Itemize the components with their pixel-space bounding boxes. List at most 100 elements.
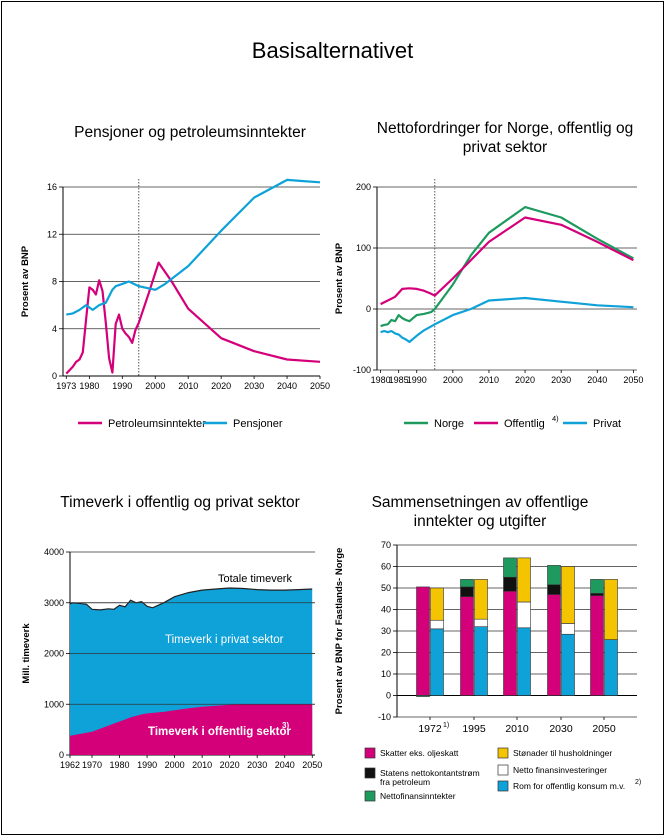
netto-series-line: [380, 206, 634, 328]
sammensetning-expenditure-bar: [430, 587, 444, 621]
sammensetning-ylabel: Prosent av BNP for Fastlands- Norge: [334, 548, 345, 715]
netto-ytick-label: 200: [356, 182, 371, 192]
sammensetning-category-label: 1995: [462, 723, 486, 735]
sammensetning-chart-title: Sammensetningen av offentlige inntekter …: [371, 494, 589, 530]
pensions-xtick-label: 1973: [56, 381, 76, 391]
timeverk-xtick-label: 1990: [137, 760, 157, 770]
sammensetning-income-bar: [460, 596, 474, 696]
timeverk-annotation-private: Timeverk i privat sektor: [165, 634, 284, 646]
sammensetning-expenditure-bar: [474, 618, 488, 627]
sammensetning-category-label: 2030: [549, 723, 573, 735]
sammensetning-expenditure-bar: [474, 579, 488, 620]
netto-xtick-label: 2020: [515, 375, 535, 385]
sammensetning-category-superscript: 1): [443, 722, 449, 729]
sammensetning-income-bar: [503, 557, 517, 578]
pensions-xtick-label: 2010: [178, 381, 198, 391]
pensions-ytick-label: 8: [52, 277, 57, 287]
netto-xtick-label: 2000: [443, 375, 463, 385]
sammensetning-legend-swatch: [497, 747, 509, 759]
sammensetning-income-bar: [416, 586, 430, 696]
page-title: Basisalternativet: [251, 38, 414, 63]
sammensetning-income-bar: [547, 594, 561, 696]
pensions-ytick-label: 16: [47, 182, 57, 192]
pensions-ytick-label: 0: [52, 371, 57, 381]
sammensetning-income-bar: [503, 590, 517, 696]
timeverk-xtick-label: 2010: [192, 760, 212, 770]
netto-legend-label: Privat: [593, 418, 621, 430]
sammensetning-legend-label: Skatter eks. oljeskatt: [380, 748, 459, 758]
timeverk-xtick-label: 2050: [302, 760, 322, 770]
pensions-xtick-label: 2050: [310, 381, 330, 391]
timeverk-xtick-label: 2000: [165, 760, 185, 770]
timeverk-annotation-total: Totale timeverk: [218, 573, 292, 585]
sammensetning-legend-label: Netto finansinvesteringer: [513, 765, 607, 775]
sammensetning-ytick-label: 10: [381, 669, 391, 679]
pensions-legend-label: Pensjoner: [233, 418, 283, 430]
pensions-xtick-label: 2020: [211, 381, 231, 391]
timeverk-xtick-label: 1962: [60, 760, 80, 770]
pensions-series-line: [66, 178, 321, 316]
sammensetning-income-bar: [590, 593, 604, 596]
timeverk-xtick-label: 1970: [82, 760, 102, 770]
netto-ytick-label: 0: [366, 304, 371, 314]
netto-legend-superscript: 4): [552, 414, 559, 423]
pensions-xtick-label: 2040: [277, 381, 297, 391]
timeverk-xtick-label: 2030: [247, 760, 267, 770]
sammensetning-ytick-label: 20: [381, 648, 391, 658]
timeverk-ytick-label: 2000: [44, 649, 64, 659]
sammensetning-legend-swatch: [364, 790, 376, 802]
sammensetning-income-bar: [547, 565, 561, 586]
sammensetning-ytick-label: 70: [381, 540, 391, 550]
sammensetning-ytick-label: 40: [381, 605, 391, 615]
sammensetning-ytick-label: 60: [381, 562, 391, 572]
netto-ytick-label: 100: [356, 243, 371, 253]
timeverk-xtick-label: 1980: [110, 760, 130, 770]
sammensetning-income-bar: [547, 584, 561, 595]
pensions-chart-title: Pensjoner og petroleumsinntekter: [74, 124, 306, 141]
timeverk-xtick-label: 2020: [220, 760, 240, 770]
netto-xtick-label: 2030: [551, 375, 571, 385]
sammensetning-legend-swatch: [364, 747, 376, 759]
sammensetning-legend-label: Nettofinansinntekter: [380, 791, 456, 801]
timeverk-ytick-label: 3000: [44, 598, 64, 608]
sammensetning-legend-superscript: 2): [635, 779, 641, 786]
sammensetning-legend-swatch: [364, 767, 376, 779]
sammensetning-expenditure-bar: [474, 626, 488, 696]
timeverk-total-line: [69, 587, 313, 611]
sammensetning-legend-swatch: [497, 780, 509, 792]
pensions-series-line: [65, 261, 321, 375]
sammensetning-legend-label: fra petroleum: [380, 777, 430, 787]
netto-xtick-label: 2050: [623, 375, 643, 385]
sammensetning-income-bar: [590, 595, 604, 696]
netto-xtick-label: 1985: [389, 375, 409, 385]
netto-xtick-label: 2010: [479, 375, 499, 385]
sammensetning-expenditure-bar: [517, 627, 531, 696]
sammensetning-expenditure-bar: [430, 619, 444, 630]
sammensetning-income-bar: [416, 695, 430, 697]
sammensetning-legend-label: Statens nettokontantstrøm: [380, 768, 480, 778]
sammensetning-legend-label: Rom for offentlig konsum m.v.: [513, 781, 625, 791]
timeverk-chart-title: Timeverk i offentlig og privat sektor: [60, 494, 300, 511]
sammensetning-income-bar: [590, 579, 604, 594]
sammensetning-expenditure-bar: [561, 633, 575, 696]
netto-ylabel: Prosent av BNP: [334, 242, 345, 314]
sammensetning-expenditure-bar: [604, 579, 618, 640]
sammensetning-ytick-label: 0: [386, 691, 391, 701]
netto-series-line: [380, 296, 634, 343]
netto-xtick-label: 1980: [371, 375, 391, 385]
netto-legend-label: Norge: [434, 418, 464, 430]
pensions-xtick-label: 2000: [145, 381, 165, 391]
netto-ytick-label: -100: [353, 365, 371, 375]
pensions-xtick-label: 1980: [79, 381, 99, 391]
timeverk-ytick-label: 0: [59, 750, 64, 760]
sammensetning-expenditure-bar: [517, 601, 531, 629]
timeverk-ylabel: Mill. timeverk: [21, 623, 32, 684]
sammensetning-income-bar: [460, 579, 474, 588]
sammensetning-category-label: 2050: [592, 723, 616, 735]
pensions-ytick-label: 12: [47, 229, 57, 239]
sammensetning-category-label: 1972: [418, 723, 442, 735]
sammensetning-expenditure-bar: [561, 566, 575, 624]
timeverk-ytick-label: 1000: [44, 699, 64, 709]
timeverk-ytick-label: 4000: [44, 547, 64, 557]
